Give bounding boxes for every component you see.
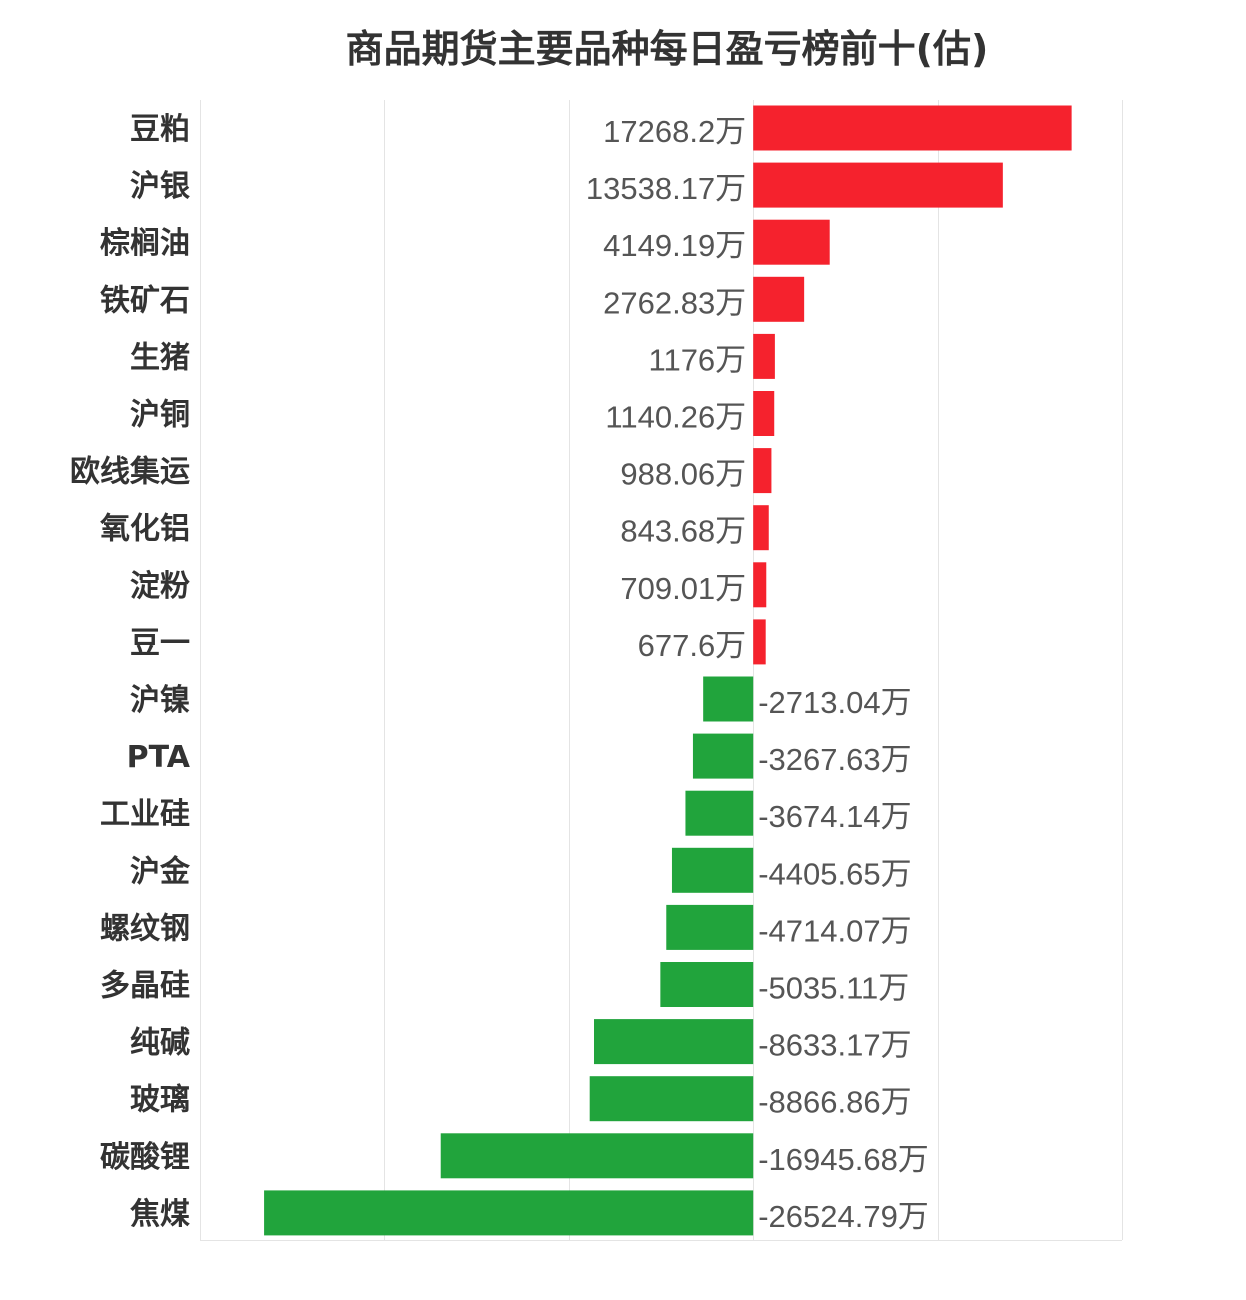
bar <box>589 1076 754 1122</box>
category-label: 豆粕 <box>130 112 190 147</box>
category-label: 生猪 <box>130 340 190 375</box>
data-label: -3267.63万 <box>758 742 911 777</box>
category-label: PTA <box>127 740 191 775</box>
bar <box>685 790 754 836</box>
data-label: 709.01万 <box>620 571 746 606</box>
category-label: 玻璃 <box>130 1083 190 1118</box>
category-label: 沪银 <box>130 169 190 204</box>
bar <box>753 162 1003 208</box>
data-label: 2762.83万 <box>603 285 746 320</box>
category-label: 欧线集运 <box>70 455 190 490</box>
bar <box>703 676 754 722</box>
data-label: -4405.65万 <box>758 856 911 891</box>
data-label: -8866.86万 <box>758 1085 911 1120</box>
data-label: -3674.14万 <box>758 799 911 834</box>
data-label: 677.6万 <box>638 628 747 663</box>
data-label: -8633.17万 <box>758 1028 911 1063</box>
category-label: 氧化铝 <box>100 512 190 547</box>
data-label: 1176万 <box>649 342 747 377</box>
bar <box>666 904 754 950</box>
category-label: 焦煤 <box>130 1197 190 1232</box>
category-label: 沪铜 <box>130 398 190 433</box>
bar <box>753 619 766 665</box>
data-label: -16945.68万 <box>758 1142 929 1177</box>
category-label: 铁矿石 <box>100 283 190 318</box>
category-label: 多晶硅 <box>100 969 190 1004</box>
data-label: -26524.79万 <box>758 1199 929 1234</box>
bar <box>753 219 830 265</box>
bar <box>594 1019 754 1065</box>
bar <box>264 1190 754 1236</box>
bar <box>753 562 767 608</box>
category-label: 沪镍 <box>130 683 190 718</box>
data-label: 988.06万 <box>620 457 746 492</box>
bar <box>753 505 769 551</box>
chart-title: 商品期货主要品种每日盈亏榜前十(估) <box>345 27 989 71</box>
bar <box>692 733 754 779</box>
bar <box>753 333 775 379</box>
data-label: 843.68万 <box>620 514 746 549</box>
category-label: 豆一 <box>130 626 190 661</box>
category-label: 工业硅 <box>100 797 190 832</box>
bar <box>753 391 775 436</box>
bar <box>753 105 1072 151</box>
bar <box>671 847 754 893</box>
category-label: 淀粉 <box>130 569 190 604</box>
data-label: 13538.17万 <box>586 171 746 206</box>
data-label: -4714.07万 <box>758 913 911 948</box>
data-label: 4149.19万 <box>603 228 746 263</box>
bar <box>753 276 805 322</box>
bar <box>440 1133 754 1179</box>
category-label: 螺纹钢 <box>100 911 190 946</box>
category-label: 棕榈油 <box>100 226 190 261</box>
category-label: 碳酸锂 <box>100 1140 190 1175</box>
bar <box>660 962 754 1007</box>
data-label: -2713.04万 <box>758 685 911 720</box>
data-label: 1140.26万 <box>605 400 746 435</box>
bar <box>753 448 772 494</box>
category-label: 沪金 <box>130 854 191 889</box>
category-label: 纯碱 <box>130 1026 190 1061</box>
data-label: -5035.11万 <box>758 971 909 1006</box>
data-label: 17268.2万 <box>603 114 746 149</box>
